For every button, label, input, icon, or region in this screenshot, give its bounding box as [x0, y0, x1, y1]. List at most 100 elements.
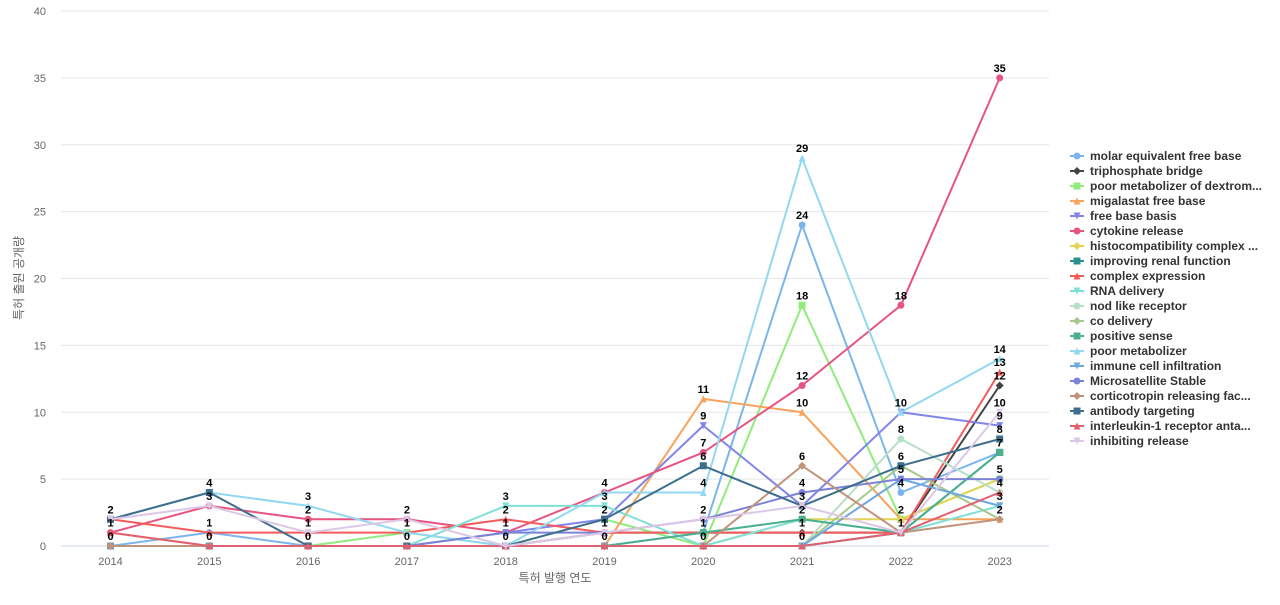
data-label: 7 — [700, 437, 706, 449]
legend-item-improving-renal-function[interactable]: improving renal function — [1070, 254, 1231, 268]
data-label: 10 — [994, 397, 1006, 409]
legend-marker — [1073, 377, 1081, 385]
data-point — [403, 515, 411, 523]
data-label: 4 — [799, 478, 806, 490]
data-point — [996, 502, 1004, 510]
data-label: 0 — [799, 531, 805, 543]
series-cytokine-release[interactable] — [107, 74, 1004, 537]
data-point — [304, 515, 312, 523]
y-axis-title: 특허 출원 공개량 — [12, 236, 26, 320]
data-point — [798, 382, 806, 389]
legend-item-complex-expression[interactable]: complex expression — [1070, 269, 1205, 283]
legend-label: histocompatibility complex ... — [1090, 239, 1258, 253]
legend-label: triphosphate bridge — [1090, 164, 1203, 178]
data-point — [798, 542, 806, 550]
data-label: 9 — [700, 411, 706, 423]
series-line — [110, 491, 1001, 547]
data-point — [601, 489, 608, 496]
legend-item-interleukin-1-receptor-anta[interactable]: interleukin-1 receptor anta... — [1070, 419, 1251, 433]
series-interleukin-1-receptor-anta[interactable] — [107, 489, 1004, 550]
data-label: 0 — [206, 531, 212, 543]
data-point — [403, 542, 411, 550]
series-group — [106, 74, 1004, 550]
data-label: 2 — [601, 504, 607, 516]
data-point — [502, 515, 510, 523]
data-point — [897, 435, 905, 443]
data-point — [699, 529, 707, 537]
legend-item-cytokine-release[interactable]: cytokine release — [1070, 224, 1184, 238]
y-tick-label: 20 — [34, 274, 46, 286]
series-poor-metabolizer[interactable] — [107, 154, 1004, 550]
data-point — [403, 529, 411, 537]
legend-item-co-delivery[interactable]: co delivery — [1070, 314, 1153, 328]
legend-item-free-base-basis[interactable]: free base basis — [1070, 209, 1177, 223]
legend-item-triphosphate-bridge[interactable]: triphosphate bridge — [1070, 164, 1203, 178]
data-label: 8 — [898, 424, 904, 436]
data-point — [897, 462, 905, 470]
data-label: 3 — [305, 491, 311, 503]
legend-item-inhibiting-release[interactable]: inhibiting release — [1070, 434, 1189, 448]
series-positive-sense[interactable] — [107, 448, 1004, 550]
data-point — [107, 515, 114, 523]
legend-label: antibody targeting — [1090, 404, 1195, 418]
y-tick-label: 0 — [40, 541, 46, 553]
data-label: 12 — [796, 371, 808, 383]
data-point — [798, 489, 806, 496]
legend-item-poor-metabolizer-of-dextrom[interactable]: poor metabolizer of dextrom... — [1070, 179, 1262, 193]
series-line — [110, 411, 1001, 547]
data-point — [699, 542, 707, 550]
data-point — [798, 529, 806, 537]
data-label: 2 — [997, 504, 1003, 516]
legend-marker — [1073, 302, 1081, 310]
data-label: 9 — [997, 411, 1003, 423]
x-axis-ticks: 2014 2015 2016 2017 2018 2019 2020 2021 2022 2023 — [98, 556, 1012, 568]
data-label: 0 — [700, 531, 706, 543]
data-labels: 2104310321021032104321011976421029241812… — [107, 63, 1006, 543]
data-point — [205, 529, 213, 537]
data-point — [601, 515, 608, 523]
data-point — [996, 435, 1004, 443]
data-point — [896, 515, 905, 524]
legend-item-nod-like-receptor[interactable]: nod like receptor — [1070, 299, 1187, 313]
data-label: 18 — [895, 290, 907, 302]
data-label: 6 — [700, 451, 706, 463]
series-line — [110, 371, 1001, 534]
legend-item-corticotropin-releasing-fac[interactable]: corticotropin releasing fac... — [1070, 389, 1251, 403]
data-point — [502, 529, 510, 537]
legend-item-poor-metabolizer[interactable]: poor metabolizer — [1070, 344, 1187, 358]
series-line — [110, 438, 1001, 547]
legend-marker — [1073, 392, 1081, 400]
data-point — [304, 542, 312, 550]
legend-item-positive-sense[interactable]: positive sense — [1070, 329, 1173, 343]
legend-item-molar-equivalent-free-base[interactable]: molar equivalent free base — [1070, 149, 1242, 163]
legend-marker — [1073, 152, 1081, 160]
data-point — [106, 542, 115, 550]
legend-marker — [1073, 257, 1081, 265]
data-label: 0 — [107, 531, 113, 543]
data-label: 2 — [503, 504, 509, 516]
legend-item-immune-cell-infiltration[interactable]: immune cell infiltration — [1070, 359, 1221, 373]
data-point — [996, 74, 1004, 82]
legend-item-histocompatibility-complex[interactable]: histocompatibility complex ... — [1070, 239, 1258, 253]
series-improving-renal-function[interactable] — [107, 448, 1004, 550]
data-point — [995, 515, 1004, 524]
x-tick-label: 2017 — [395, 556, 419, 568]
series-inhibiting-release[interactable] — [107, 408, 1004, 550]
legend-item-microsatellite-stable[interactable]: Microsatellite Stable — [1070, 374, 1206, 388]
data-point — [502, 502, 510, 510]
legend-item-migalastat-free-base[interactable]: migalastat free base — [1070, 194, 1206, 208]
data-point — [699, 462, 707, 470]
data-point — [601, 542, 608, 550]
legend-item-rna-delivery[interactable]: RNA delivery — [1070, 284, 1165, 298]
data-label: 6 — [898, 451, 904, 463]
legend-marker — [1073, 407, 1081, 415]
legend-label: positive sense — [1090, 329, 1173, 343]
legend-item-antibody-targeting[interactable]: antibody targeting — [1070, 404, 1195, 418]
data-label: 11 — [697, 384, 709, 396]
legend-label: poor metabolizer of dextrom... — [1090, 179, 1262, 193]
y-tick-label: 40 — [34, 6, 46, 18]
data-point — [107, 529, 114, 537]
legend-label: free base basis — [1090, 209, 1177, 223]
data-point — [798, 408, 806, 416]
